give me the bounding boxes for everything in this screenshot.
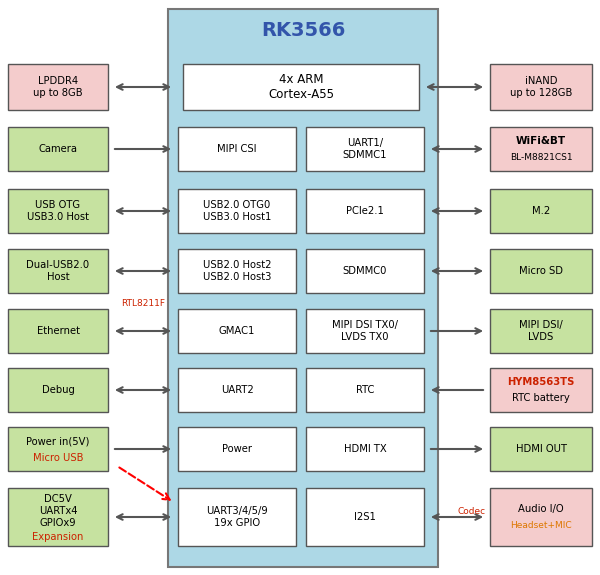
FancyBboxPatch shape: [306, 189, 424, 233]
Text: RTL8211F: RTL8211F: [121, 299, 165, 308]
Text: DC5V: DC5V: [44, 494, 72, 504]
Text: UART2: UART2: [221, 385, 253, 395]
FancyBboxPatch shape: [183, 64, 419, 110]
FancyBboxPatch shape: [490, 127, 592, 171]
Text: I2S1: I2S1: [354, 512, 376, 522]
Text: RTC: RTC: [356, 385, 374, 395]
FancyBboxPatch shape: [490, 368, 592, 412]
FancyBboxPatch shape: [306, 249, 424, 293]
FancyBboxPatch shape: [306, 309, 424, 353]
Text: Audio I/O: Audio I/O: [518, 504, 564, 514]
FancyBboxPatch shape: [178, 427, 296, 471]
Text: 4x ARM
Cortex-A55: 4x ARM Cortex-A55: [268, 73, 334, 101]
Text: RTC battery: RTC battery: [512, 393, 570, 403]
Text: Codec: Codec: [458, 508, 486, 516]
Text: USB2.0 Host2
USB2.0 Host3: USB2.0 Host2 USB2.0 Host3: [203, 260, 271, 282]
Text: MIPI DSI TX0/
LVDS TX0: MIPI DSI TX0/ LVDS TX0: [332, 320, 398, 342]
FancyBboxPatch shape: [178, 488, 296, 546]
FancyBboxPatch shape: [8, 427, 108, 471]
Text: WiFi&BT: WiFi&BT: [516, 136, 566, 146]
Text: USB2.0 OTG0
USB3.0 Host1: USB2.0 OTG0 USB3.0 Host1: [203, 200, 271, 222]
Text: Power: Power: [222, 444, 252, 454]
FancyBboxPatch shape: [8, 127, 108, 171]
Text: MIPI DSI/
LVDS: MIPI DSI/ LVDS: [519, 320, 563, 342]
FancyBboxPatch shape: [178, 127, 296, 171]
Text: Expansion: Expansion: [32, 532, 83, 542]
FancyBboxPatch shape: [490, 427, 592, 471]
FancyBboxPatch shape: [490, 309, 592, 353]
FancyBboxPatch shape: [178, 368, 296, 412]
FancyBboxPatch shape: [178, 189, 296, 233]
Text: Dual-USB2.0
Host: Dual-USB2.0 Host: [26, 260, 89, 282]
Text: Micro USB: Micro USB: [33, 453, 83, 463]
Text: iNAND
up to 128GB: iNAND up to 128GB: [510, 76, 572, 98]
Text: Camera: Camera: [38, 144, 77, 154]
Text: MIPI CSI: MIPI CSI: [217, 144, 257, 154]
FancyBboxPatch shape: [490, 249, 592, 293]
FancyBboxPatch shape: [490, 189, 592, 233]
FancyBboxPatch shape: [306, 368, 424, 412]
Text: Power in(5V): Power in(5V): [26, 437, 89, 447]
Text: HYM8563TS: HYM8563TS: [508, 377, 575, 387]
FancyBboxPatch shape: [8, 64, 108, 110]
Text: Micro SD: Micro SD: [519, 266, 563, 276]
FancyBboxPatch shape: [8, 189, 108, 233]
Text: UART3/4/5/9
19x GPIO: UART3/4/5/9 19x GPIO: [206, 506, 268, 528]
FancyBboxPatch shape: [490, 488, 592, 546]
Text: UART1/
SDMMC1: UART1/ SDMMC1: [343, 138, 387, 160]
FancyBboxPatch shape: [178, 309, 296, 353]
FancyBboxPatch shape: [306, 488, 424, 546]
Text: M.2: M.2: [532, 206, 550, 216]
FancyBboxPatch shape: [178, 249, 296, 293]
FancyBboxPatch shape: [8, 368, 108, 412]
Text: PCIe2.1: PCIe2.1: [346, 206, 384, 216]
Text: Ethernet: Ethernet: [37, 326, 79, 336]
Text: HDMI OUT: HDMI OUT: [515, 444, 566, 454]
Text: GPIOx9: GPIOx9: [40, 518, 76, 528]
FancyBboxPatch shape: [8, 309, 108, 353]
FancyBboxPatch shape: [8, 249, 108, 293]
Text: RK3566: RK3566: [261, 21, 345, 40]
Text: UARTx4: UARTx4: [39, 506, 77, 516]
FancyBboxPatch shape: [8, 488, 108, 546]
Text: HDMI TX: HDMI TX: [344, 444, 386, 454]
Text: BL-M8821CS1: BL-M8821CS1: [509, 152, 572, 162]
FancyBboxPatch shape: [490, 64, 592, 110]
Text: Headset+MIC: Headset+MIC: [510, 520, 572, 530]
Text: GMAC1: GMAC1: [219, 326, 255, 336]
Text: LPDDR4
up to 8GB: LPDDR4 up to 8GB: [33, 76, 83, 98]
FancyBboxPatch shape: [306, 427, 424, 471]
FancyBboxPatch shape: [306, 127, 424, 171]
Text: USB OTG
USB3.0 Host: USB OTG USB3.0 Host: [27, 200, 89, 222]
FancyBboxPatch shape: [168, 9, 438, 567]
Text: Debug: Debug: [41, 385, 74, 395]
Text: SDMMC0: SDMMC0: [343, 266, 387, 276]
